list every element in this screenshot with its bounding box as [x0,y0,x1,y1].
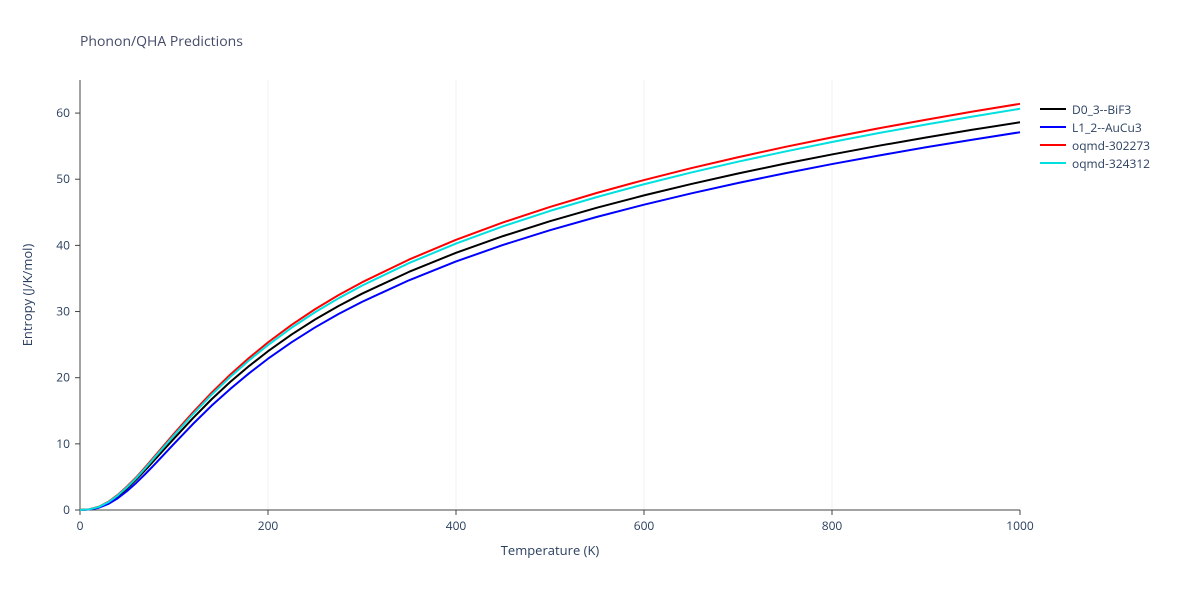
legend-label: oqmd-302273 [1072,137,1150,154]
chart-container: Phonon/QHA Predictions 02004006008001000… [0,0,1200,600]
legend-item[interactable]: oqmd-302273 [1040,136,1150,154]
legend-item[interactable]: L1_2--AuCu3 [1040,118,1150,136]
legend-item[interactable]: oqmd-324312 [1040,154,1150,172]
legend-label: D0_3--BiF3 [1072,101,1131,118]
legend: D0_3--BiF3L1_2--AuCu3oqmd-302273oqmd-324… [1040,100,1150,172]
legend-swatch [1040,144,1066,146]
legend-swatch [1040,126,1066,128]
series-line[interactable] [80,109,1020,510]
svg-text:0: 0 [63,501,70,518]
svg-text:40: 40 [56,236,70,253]
svg-text:30: 30 [56,303,70,320]
legend-label: oqmd-324312 [1072,155,1150,172]
series-line[interactable] [80,132,1020,510]
svg-text:1000: 1000 [1006,517,1034,534]
svg-text:10: 10 [56,435,70,452]
svg-text:20: 20 [56,369,70,386]
legend-swatch [1040,108,1066,110]
legend-label: L1_2--AuCu3 [1072,119,1142,136]
plot-svg: 0 200 400 600 800 1000 0 10 20 30 40 50 60 Temperat… [0,0,1200,600]
svg-text:200: 200 [258,517,279,534]
series-line[interactable] [80,122,1020,510]
x-axis-label: Temperature (K) [501,541,600,559]
svg-text:600: 600 [634,517,655,534]
y-axis-label: Entropy (J/K/mol) [18,244,36,347]
svg-text:50: 50 [56,170,70,187]
svg-text:400: 400 [446,517,467,534]
series-line[interactable] [80,104,1020,510]
svg-text:800: 800 [822,517,843,534]
svg-text:60: 60 [56,104,70,121]
legend-item[interactable]: D0_3--BiF3 [1040,100,1150,118]
legend-swatch [1040,162,1066,164]
svg-text:0: 0 [77,517,84,534]
